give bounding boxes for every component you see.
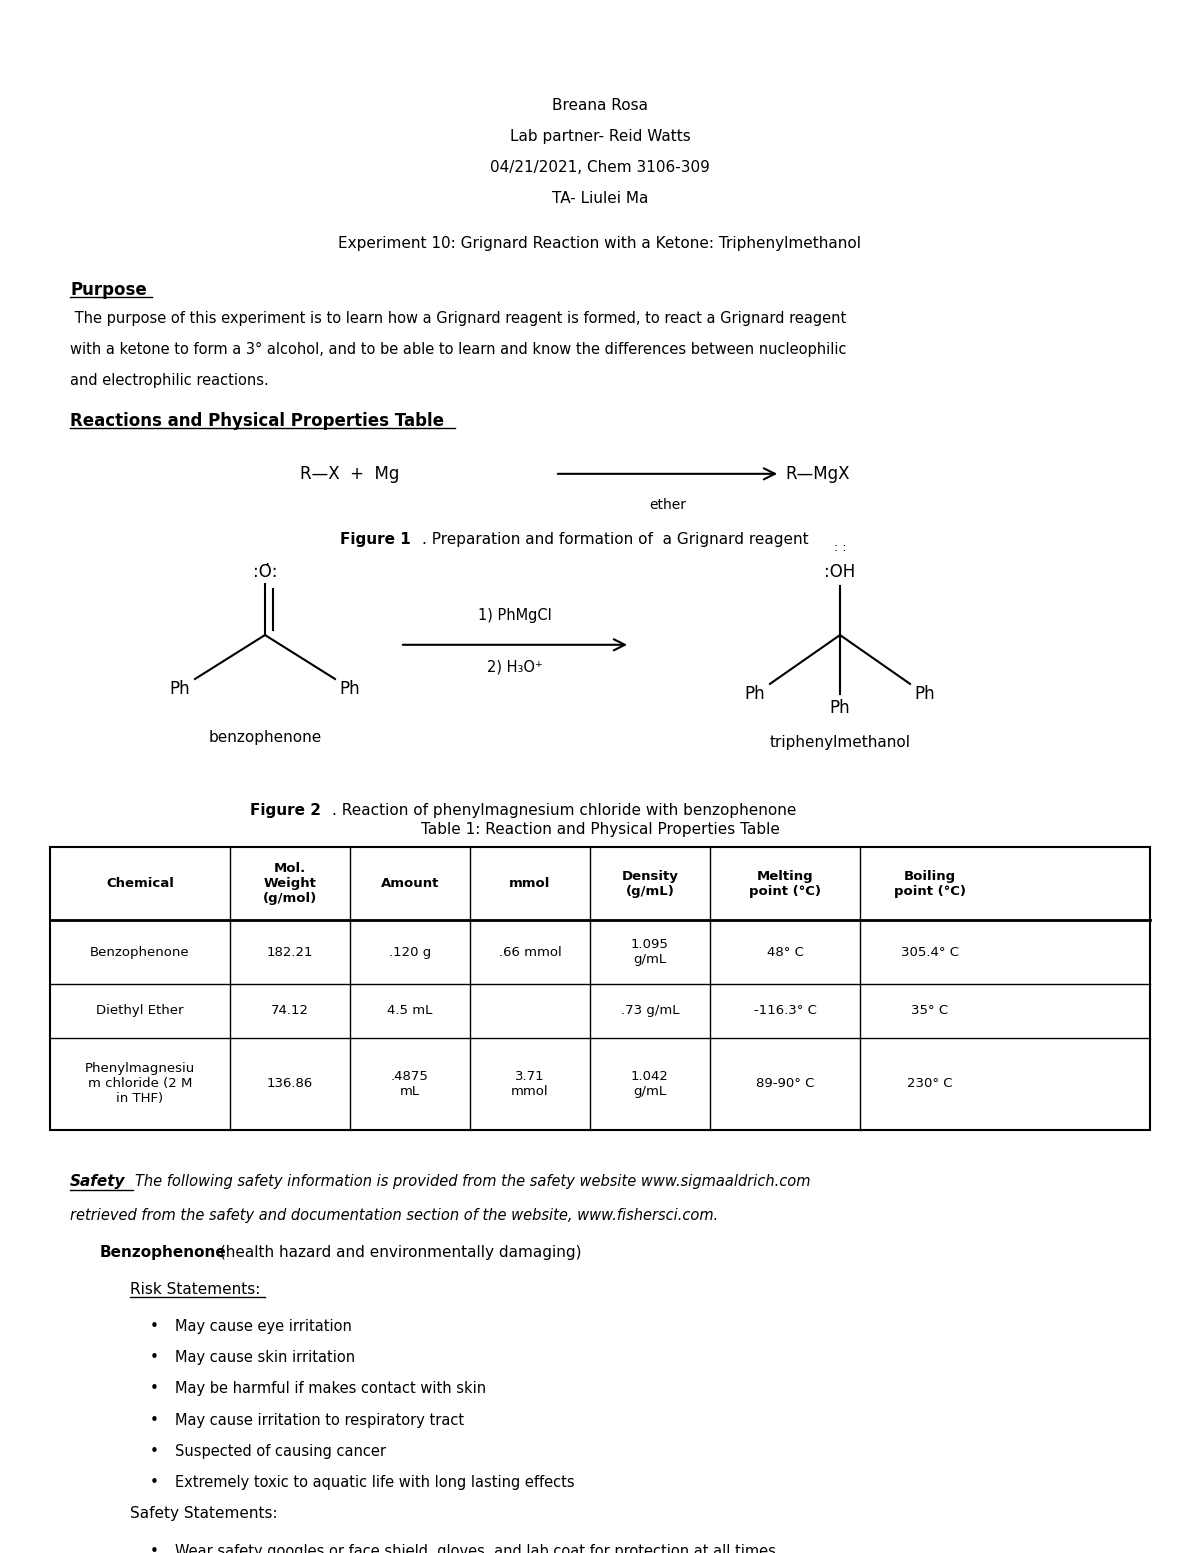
Text: .73 g/mL: .73 g/mL <box>620 1005 679 1017</box>
Text: .4875
mL: .4875 mL <box>391 1070 428 1098</box>
Text: 136.86: 136.86 <box>266 1078 313 1090</box>
Text: Ph: Ph <box>745 685 766 702</box>
Text: . Reaction of phenylmagnesium chloride with benzophenone: . Reaction of phenylmagnesium chloride w… <box>332 803 797 818</box>
Text: : :: : : <box>834 540 846 553</box>
Text: Ph: Ph <box>340 680 360 697</box>
Text: Ph: Ph <box>914 685 935 702</box>
Text: May cause skin irritation: May cause skin irritation <box>175 1350 355 1365</box>
Text: May cause irritation to respiratory tract: May cause irritation to respiratory trac… <box>175 1413 464 1427</box>
Text: The purpose of this experiment is to learn how a Grignard reagent is formed, to : The purpose of this experiment is to lea… <box>70 311 846 326</box>
Text: Ph: Ph <box>829 699 851 717</box>
Text: Experiment 10: Grignard Reaction with a Ketone: Triphenylmethanol: Experiment 10: Grignard Reaction with a … <box>338 236 862 252</box>
Text: Benzophenone: Benzophenone <box>100 1244 227 1259</box>
Text: 89-90° C: 89-90° C <box>756 1078 814 1090</box>
Text: •: • <box>150 1444 158 1458</box>
Text: Risk Statements:: Risk Statements: <box>130 1281 260 1297</box>
Text: :Ȯ:: :Ȯ: <box>253 562 277 581</box>
Text: benzophenone: benzophenone <box>209 730 322 745</box>
Text: Diethyl Ether: Diethyl Ether <box>96 1005 184 1017</box>
Text: -116.3° C: -116.3° C <box>754 1005 816 1017</box>
Text: 230° C: 230° C <box>907 1078 953 1090</box>
Text: Breana Rosa: Breana Rosa <box>552 98 648 113</box>
Text: 3.71
mmol: 3.71 mmol <box>511 1070 548 1098</box>
Text: Suspected of causing cancer: Suspected of causing cancer <box>175 1444 386 1458</box>
Text: .66 mmol: .66 mmol <box>499 946 562 958</box>
Text: Ph: Ph <box>169 680 191 697</box>
Text: •: • <box>150 1413 158 1427</box>
Text: •: • <box>150 1544 158 1553</box>
Text: 48° C: 48° C <box>767 946 804 958</box>
Text: 04/21/2021, Chem 3106-309: 04/21/2021, Chem 3106-309 <box>490 160 710 175</box>
Text: Purpose: Purpose <box>70 281 146 300</box>
Text: •: • <box>150 1382 158 1396</box>
Text: retrieved from the safety and documentation section of the website, www.fishersc: retrieved from the safety and documentat… <box>70 1208 719 1224</box>
Bar <box>470 983 590 1037</box>
Text: Table 1: Reaction and Physical Properties Table: Table 1: Reaction and Physical Propertie… <box>420 822 780 837</box>
Text: Wear safety googles or face shield, gloves, and lab coat for protection at all t: Wear safety googles or face shield, glov… <box>175 1544 776 1553</box>
Text: •: • <box>150 1318 158 1334</box>
Text: Extremely toxic to aquatic life with long lasting effects: Extremely toxic to aquatic life with lon… <box>175 1475 575 1491</box>
Text: 1) PhMgCl: 1) PhMgCl <box>478 609 552 623</box>
Text: with a ketone to form a 3° alcohol, and to be able to learn and know the differe: with a ketone to form a 3° alcohol, and … <box>70 342 846 357</box>
Text: Melting
point (°C): Melting point (°C) <box>749 870 821 898</box>
Text: Figure 1: Figure 1 <box>340 533 410 548</box>
Text: TA- Liulei Ma: TA- Liulei Ma <box>552 191 648 207</box>
Text: May cause eye irritation: May cause eye irritation <box>175 1318 352 1334</box>
Text: Chemical: Chemical <box>106 877 174 890</box>
Text: 4.5 mL: 4.5 mL <box>388 1005 433 1017</box>
Text: 74.12: 74.12 <box>271 1005 310 1017</box>
Text: . Preparation and formation of  a Grignard reagent: . Preparation and formation of a Grignar… <box>422 533 809 548</box>
Text: :OH: :OH <box>824 562 856 581</box>
Text: Reactions and Physical Properties Table: Reactions and Physical Properties Table <box>70 412 444 430</box>
Text: and electrophilic reactions.: and electrophilic reactions. <box>70 373 269 388</box>
Text: mmol: mmol <box>509 877 551 890</box>
Text: The following safety information is provided from the safety website www.sigmaal: The following safety information is prov… <box>134 1174 810 1190</box>
Text: Benzophenone: Benzophenone <box>90 946 190 958</box>
Text: 1.042
g/mL: 1.042 g/mL <box>631 1070 668 1098</box>
Text: ether: ether <box>649 499 686 512</box>
Text: (health hazard and environmentally damaging): (health hazard and environmentally damag… <box>215 1244 582 1259</box>
Text: 305.4° C: 305.4° C <box>901 946 959 958</box>
Text: Lab partner- Reid Watts: Lab partner- Reid Watts <box>510 129 690 144</box>
Text: Safety: Safety <box>70 1174 126 1190</box>
Text: R—MgX: R—MgX <box>785 464 850 483</box>
Text: Boiling
point (°C): Boiling point (°C) <box>894 870 966 898</box>
Text: Phenylmagnesiu
m chloride (2 M
in THF): Phenylmagnesiu m chloride (2 M in THF) <box>85 1062 196 1106</box>
Text: Amount: Amount <box>380 877 439 890</box>
Text: 35° C: 35° C <box>912 1005 948 1017</box>
Text: 2) H₃O⁺: 2) H₃O⁺ <box>487 660 542 674</box>
Text: Density
(g/mL): Density (g/mL) <box>622 870 678 898</box>
Bar <box>50 846 1150 1131</box>
Text: Figure 2: Figure 2 <box>250 803 322 818</box>
Text: Mol.
Weight
(g/mol): Mol. Weight (g/mol) <box>263 862 317 905</box>
Text: May be harmful if makes contact with skin: May be harmful if makes contact with ski… <box>175 1382 486 1396</box>
Text: Safety Statements:: Safety Statements: <box>130 1506 277 1522</box>
Text: 1.095
g/mL: 1.095 g/mL <box>631 938 668 966</box>
Text: •: • <box>150 1350 158 1365</box>
Text: •: • <box>150 1475 158 1491</box>
Text: 182.21: 182.21 <box>266 946 313 958</box>
Text: triphenylmethanol: triphenylmethanol <box>769 735 911 750</box>
Text: R—X  +  Mg: R—X + Mg <box>300 464 400 483</box>
Text: .120 g: .120 g <box>389 946 431 958</box>
